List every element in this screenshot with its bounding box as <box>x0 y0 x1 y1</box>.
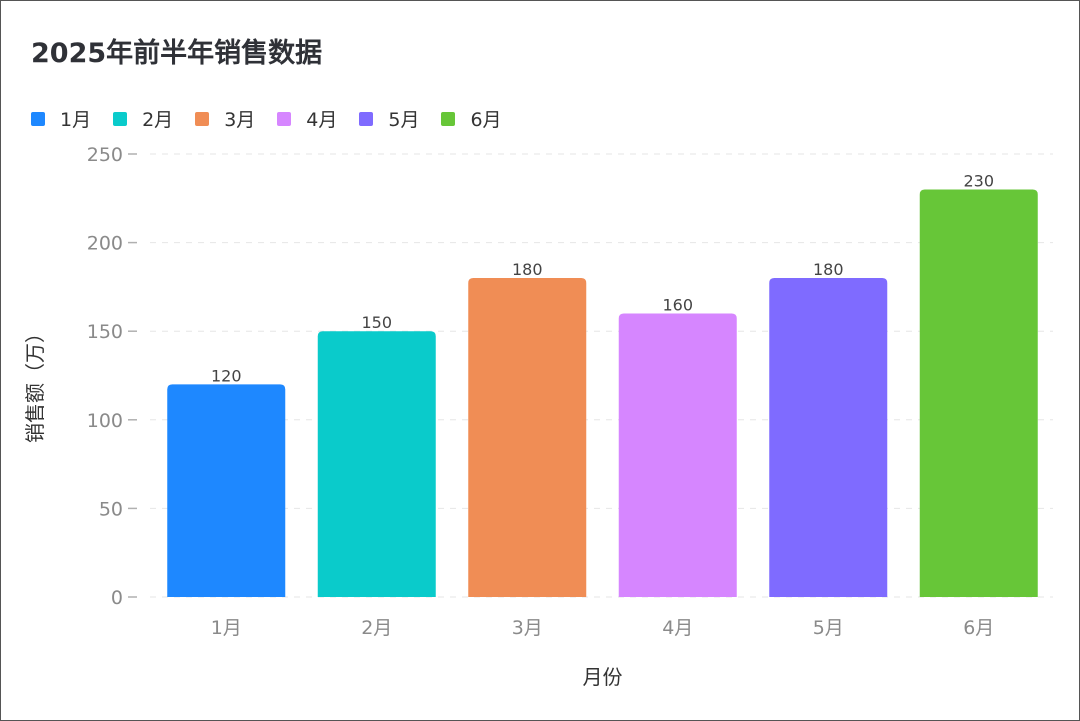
x-tick-label: 6月 <box>963 617 994 639</box>
legend-label: 3月 <box>224 109 256 131</box>
legend-item[interactable]: 1月 <box>31 105 91 132</box>
bar-5[interactable] <box>769 278 888 597</box>
x-tick-label: 5月 <box>813 617 844 639</box>
legend-swatch <box>31 111 45 126</box>
chart-legend: 1月 2月 3月 4月 5月 6月 <box>31 105 524 132</box>
bar-value-label: 180 <box>813 260 844 279</box>
bar-2[interactable] <box>317 331 436 597</box>
legend-label: 4月 <box>306 109 338 131</box>
bar-value-label: 180 <box>512 260 543 279</box>
x-tick-label: 2月 <box>361 617 392 639</box>
x-axis-title: 月份 <box>583 665 623 689</box>
x-tick-label: 3月 <box>512 617 543 639</box>
legend-item[interactable]: 3月 <box>195 105 255 132</box>
bar-value-label: 230 <box>963 171 994 190</box>
y-tick-label: 200 <box>87 233 123 255</box>
x-tick-label: 1月 <box>211 617 242 639</box>
y-tick-label: 100 <box>87 410 123 432</box>
legend-swatch <box>359 111 374 126</box>
legend-item[interactable]: 4月 <box>277 105 337 132</box>
y-tick-label: 250 <box>87 144 123 166</box>
bar-value-label: 120 <box>211 366 242 385</box>
bar-4[interactable] <box>618 313 737 597</box>
legend-label: 1月 <box>60 109 92 131</box>
bar-6[interactable] <box>919 189 1038 597</box>
bar-value-label: 150 <box>361 313 392 332</box>
legend-item[interactable]: 5月 <box>359 105 419 132</box>
chart-title: 2025年前半年销售数据 <box>31 38 323 69</box>
y-tick-label: 50 <box>99 498 123 520</box>
y-axis-title: 销售额（万） <box>23 323 47 443</box>
bar-value-label: 160 <box>662 295 693 314</box>
legend-swatch <box>277 111 292 126</box>
legend-swatch <box>195 111 210 126</box>
legend-label: 2月 <box>142 109 174 131</box>
legend-swatch <box>113 111 128 126</box>
legend-item[interactable]: 6月 <box>441 105 502 132</box>
x-tick-label: 4月 <box>662 617 693 639</box>
y-tick-label: 150 <box>87 321 123 343</box>
legend-item[interactable]: 2月 <box>113 105 173 132</box>
legend-label: 6月 <box>470 109 502 131</box>
y-tick-label: 0 <box>111 587 123 609</box>
legend-label: 5月 <box>388 109 420 131</box>
legend-swatch <box>441 111 456 126</box>
bar-3[interactable] <box>468 278 587 597</box>
bar-1[interactable] <box>167 384 286 597</box>
